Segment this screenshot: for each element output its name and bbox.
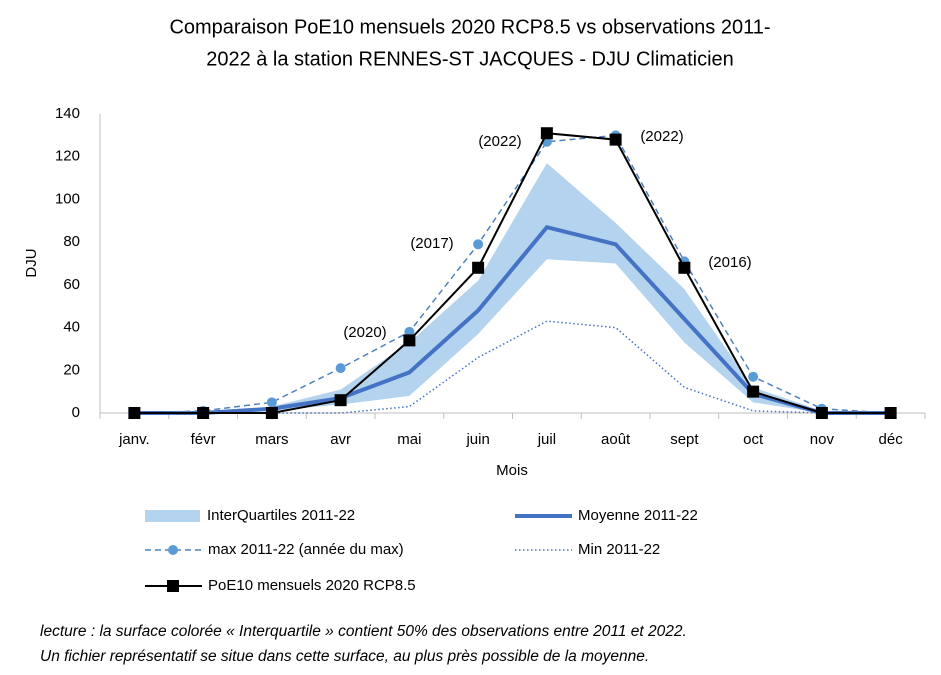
legend-label: Min 2011-22: [578, 541, 660, 558]
x-tick-label: août: [601, 431, 631, 448]
y-tick-label: 0: [72, 404, 80, 421]
y-tick-label: 60: [63, 276, 80, 293]
x-tick-label: nov: [810, 431, 835, 448]
annotation: (2016): [708, 254, 751, 271]
point-marker: [335, 363, 346, 374]
y-tick-label: 140: [55, 105, 80, 122]
point-marker: [748, 371, 759, 382]
point-marker: [540, 127, 553, 140]
y-tick-label: 40: [63, 319, 80, 336]
series-line: [134, 132, 891, 414]
x-tick-label: déc: [879, 431, 904, 448]
point-marker: [197, 407, 210, 419]
point-marker: [265, 407, 278, 419]
legend-label: PoE10 mensuels 2020 RCP8.5: [208, 577, 416, 594]
point-marker: [403, 334, 416, 347]
point-marker: [609, 133, 622, 146]
point-marker: [334, 394, 347, 407]
annotation: (2022): [640, 128, 683, 145]
y-tick-label: 20: [63, 361, 80, 378]
legend-marker: [167, 580, 179, 592]
point-marker: [473, 239, 484, 250]
point-marker: [815, 407, 828, 419]
point-marker: [884, 407, 897, 419]
x-tick-label: sept: [670, 431, 699, 448]
point-marker: [128, 407, 141, 419]
point-marker: [404, 326, 415, 337]
point-marker: [472, 261, 485, 274]
x-tick-label: janv.: [118, 431, 150, 448]
y-tick-label: 100: [55, 190, 80, 207]
footnote: lecture : la surface colorée « Interquar…: [40, 623, 687, 640]
legend-marker: [168, 545, 178, 555]
x-axis-label: Mois: [496, 462, 528, 479]
footnote: Un fichier représentatif se situe dans c…: [40, 648, 649, 665]
chart-title: 2022 à la station RENNES-ST JACQUES - DJ…: [206, 48, 734, 70]
legend-label: Moyenne 2011-22: [578, 507, 698, 524]
annotation: (2022): [478, 133, 521, 150]
series-line: [134, 224, 891, 415]
x-tick-label: oct: [743, 431, 764, 448]
x-tick-label: juin: [465, 431, 489, 448]
x-tick-label: avr: [330, 431, 351, 448]
legend-label: InterQuartiles 2011-22: [207, 507, 355, 524]
chart-title: Comparaison PoE10 mensuels 2020 RCP8.5 v…: [169, 16, 770, 38]
y-tick-label: 80: [63, 233, 80, 250]
x-tick-label: juil: [537, 431, 556, 448]
point-marker: [678, 261, 691, 274]
series-line: [134, 134, 891, 414]
x-tick-label: mars: [255, 431, 288, 448]
legend-label: max 2011-22 (année du max): [208, 541, 404, 558]
x-tick-label: févr: [191, 431, 216, 448]
y-tick-label: 120: [55, 148, 80, 165]
point-marker: [747, 385, 760, 398]
legend-swatch: [145, 510, 200, 522]
y-axis-label: DJU: [23, 248, 40, 277]
point-marker: [266, 397, 277, 408]
x-tick-label: mai: [397, 431, 421, 448]
annotation: (2020): [343, 324, 386, 341]
annotation: (2017): [410, 235, 453, 252]
interquartile-band: [134, 163, 891, 413]
